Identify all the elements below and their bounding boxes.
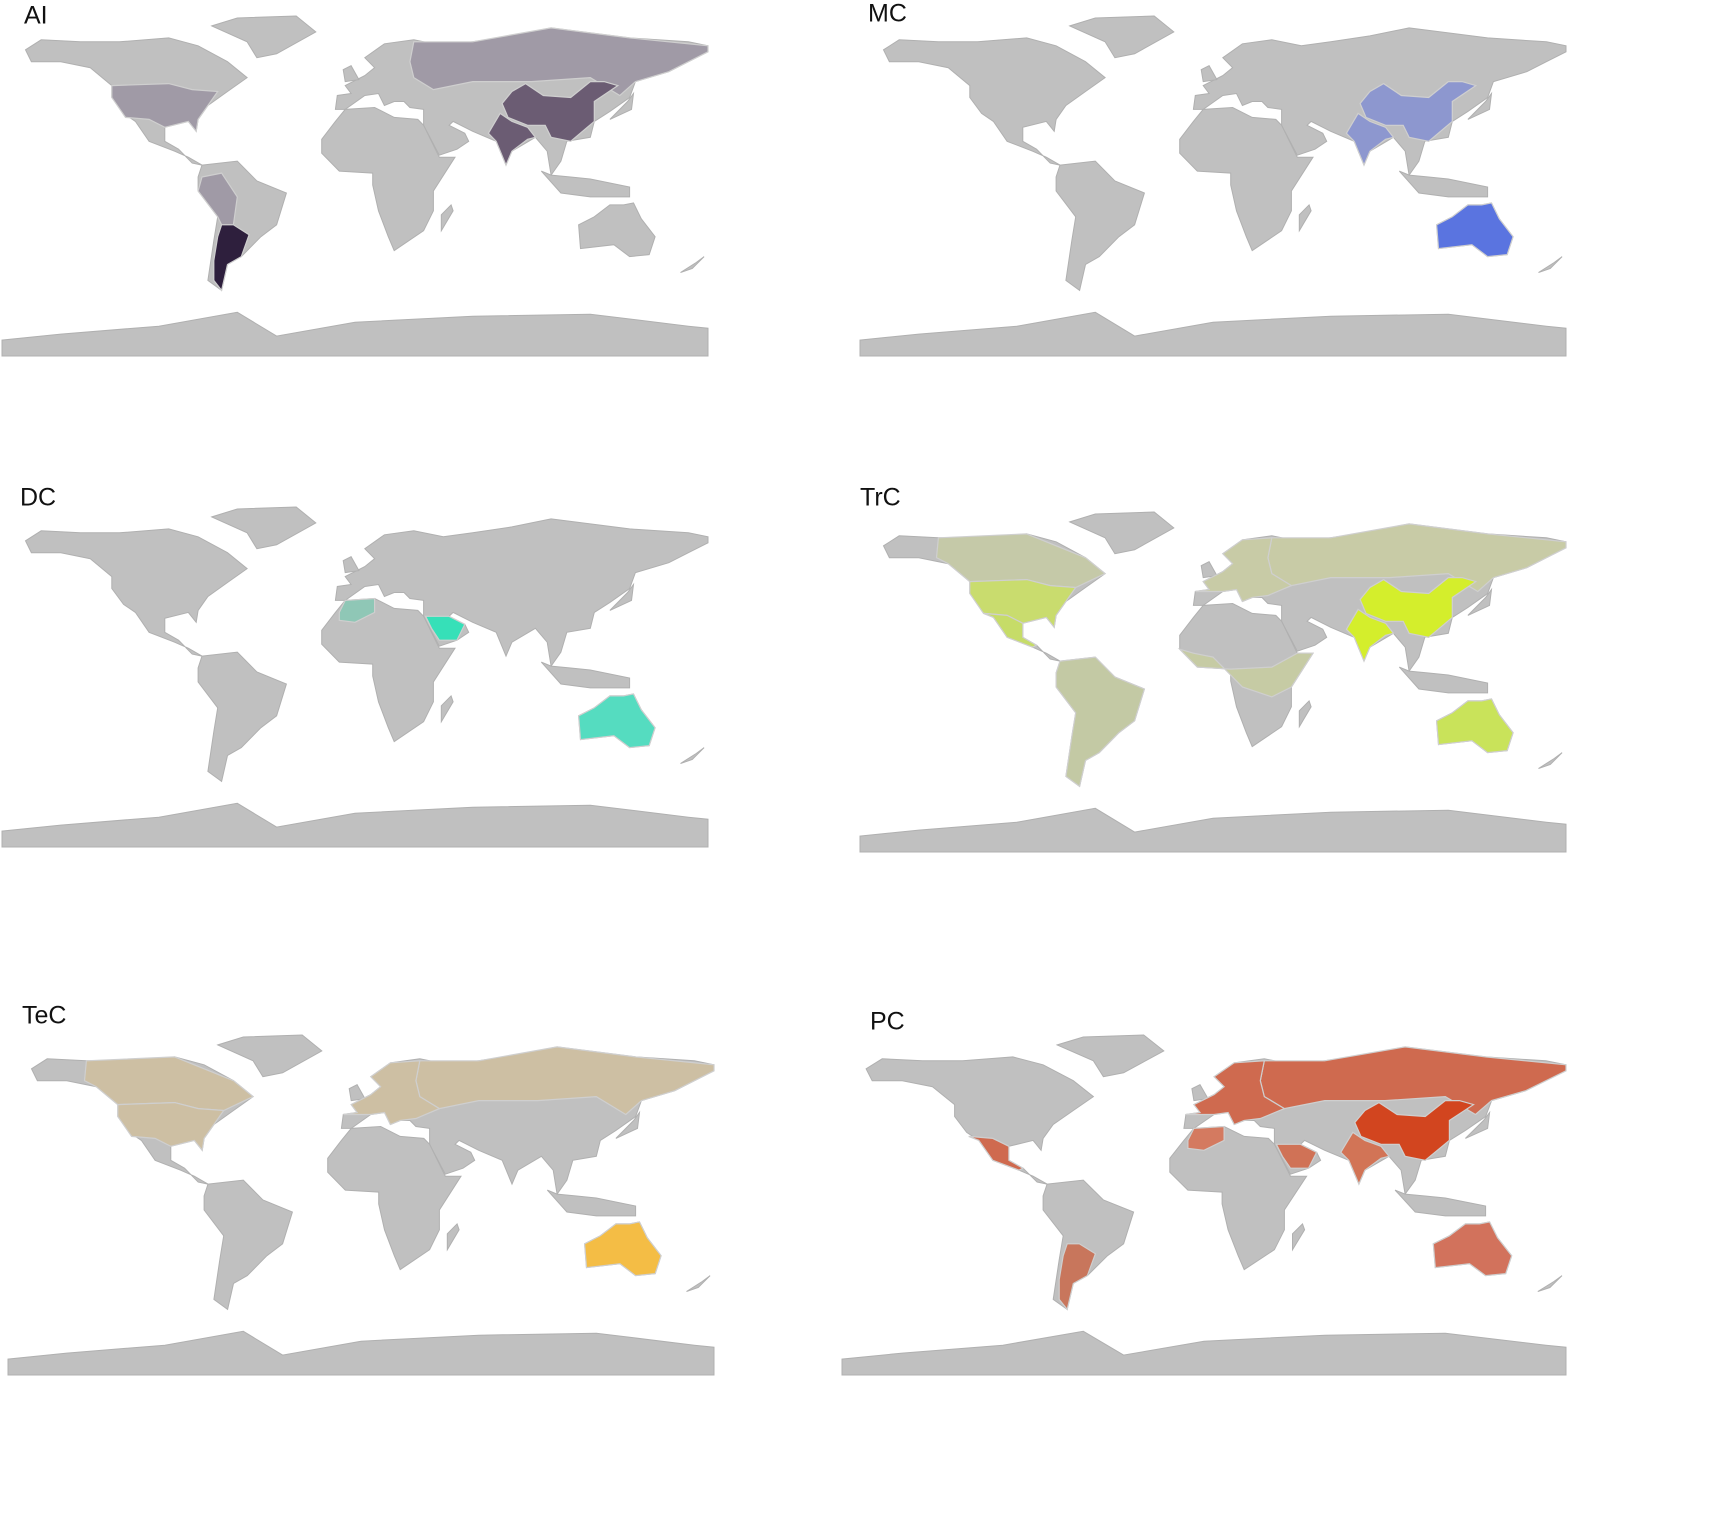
land <box>1 311 709 357</box>
highlight-region <box>969 578 1077 629</box>
panel-label: MC <box>868 0 907 28</box>
land <box>578 202 656 258</box>
highlight-region <box>1055 656 1146 788</box>
land <box>1169 1125 1308 1271</box>
highlight-region <box>1187 1125 1225 1151</box>
land <box>446 1222 460 1252</box>
land <box>686 1275 711 1292</box>
land <box>321 106 456 252</box>
highlight-region <box>117 1101 225 1152</box>
land <box>615 1110 641 1139</box>
land <box>1298 699 1312 729</box>
highlight-region <box>1345 112 1395 167</box>
land <box>203 1179 294 1311</box>
land <box>859 807 1567 853</box>
land <box>1 802 709 848</box>
land <box>1467 91 1493 120</box>
land <box>1179 106 1314 252</box>
land <box>1394 1189 1487 1217</box>
panel-label: DC <box>20 484 56 512</box>
land <box>609 91 635 120</box>
highlight-region <box>1359 576 1478 638</box>
highlight-region <box>1435 698 1514 754</box>
map-panel <box>7 1034 715 1376</box>
highlight-region <box>1435 202 1514 258</box>
land <box>321 597 456 743</box>
land <box>865 1056 1095 1185</box>
land <box>440 203 454 233</box>
land <box>1467 587 1493 616</box>
land <box>1398 666 1489 694</box>
land <box>440 694 454 724</box>
land <box>1055 1034 1165 1078</box>
land <box>1465 1110 1491 1139</box>
highlight-region <box>213 224 250 292</box>
land <box>1200 65 1218 83</box>
highlight-region <box>1058 1243 1097 1311</box>
land <box>540 661 631 689</box>
highlight-region <box>1185 1060 1286 1126</box>
highlight-region <box>1340 1131 1391 1186</box>
land <box>1538 752 1563 769</box>
land <box>327 1125 462 1271</box>
land <box>1292 1222 1306 1252</box>
highlight-region <box>111 82 219 133</box>
land <box>1398 170 1489 198</box>
land <box>342 556 360 574</box>
land <box>1537 1275 1563 1292</box>
highlight-region <box>343 1060 441 1126</box>
land <box>546 1189 637 1217</box>
land <box>859 311 1567 357</box>
land <box>882 37 1106 166</box>
land <box>342 65 360 83</box>
highlight-region <box>1432 1221 1513 1277</box>
land <box>216 1034 323 1078</box>
highlight-region <box>577 693 656 749</box>
highlight-region <box>968 1135 1025 1171</box>
land <box>1055 160 1146 292</box>
land <box>1191 1084 1209 1102</box>
highlight-region <box>1177 647 1315 698</box>
highlight-region <box>983 612 1038 648</box>
land <box>841 1330 1567 1376</box>
highlight-region <box>583 1221 662 1277</box>
map-panel <box>1 506 709 848</box>
highlight-region <box>487 112 537 167</box>
land <box>1068 15 1175 59</box>
land <box>197 651 288 783</box>
land <box>540 170 631 198</box>
land <box>1538 256 1563 273</box>
map-panel <box>859 15 1567 357</box>
highlight-region <box>1275 1143 1318 1169</box>
land <box>7 1330 715 1376</box>
panel-label: TrC <box>860 484 901 512</box>
highlight-region <box>1345 608 1395 663</box>
land <box>1042 1179 1135 1311</box>
highlight-region <box>501 80 620 142</box>
land <box>24 528 248 657</box>
map-panel <box>859 511 1567 853</box>
panel-label: PC <box>870 1008 905 1036</box>
highlight-region <box>1195 537 1293 603</box>
highlight-region <box>1359 80 1478 142</box>
panel-label: AI <box>24 2 48 30</box>
highlight-region <box>338 597 376 623</box>
panel-label: TeC <box>22 1002 66 1030</box>
land <box>334 518 709 668</box>
land <box>1298 203 1312 233</box>
highlight-region <box>1354 1099 1475 1161</box>
land <box>680 256 705 273</box>
land <box>609 582 635 611</box>
map-panel <box>1 15 709 357</box>
highlight-region <box>409 27 709 97</box>
land <box>1068 511 1175 555</box>
land <box>210 15 317 59</box>
map-panel <box>841 1034 1567 1376</box>
highlight-region <box>424 615 466 641</box>
land <box>210 506 317 550</box>
land <box>680 747 705 764</box>
